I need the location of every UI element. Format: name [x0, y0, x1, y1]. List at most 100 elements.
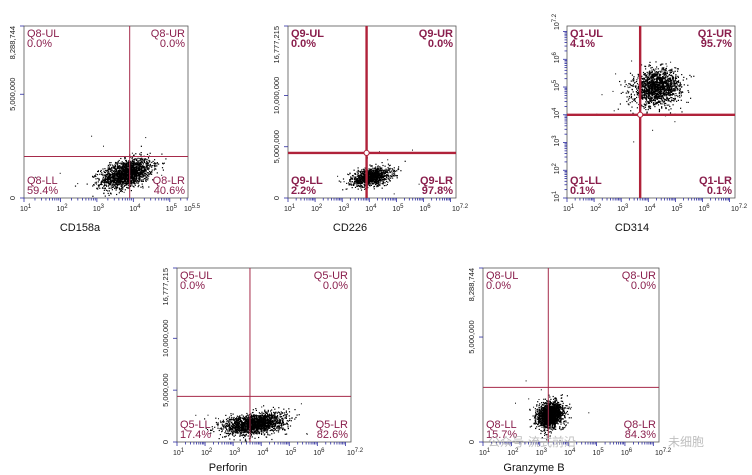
event-dot	[669, 80, 671, 82]
event-dot	[357, 169, 359, 171]
event-dot	[99, 173, 101, 175]
event-dot	[243, 437, 245, 439]
event-dot	[380, 169, 382, 171]
event-dot	[376, 176, 378, 178]
event-dot	[651, 82, 653, 84]
event-dot	[661, 95, 663, 97]
event-dot	[651, 80, 653, 82]
event-dot	[651, 71, 653, 74]
event-dot	[387, 163, 389, 165]
event-dot	[656, 93, 658, 95]
outlier-dot	[627, 87, 629, 89]
event-dot	[663, 75, 665, 77]
event-dot	[652, 90, 654, 92]
event-dot	[148, 169, 150, 171]
event-dot	[656, 77, 658, 79]
event-dot	[110, 168, 113, 170]
event-dot	[103, 170, 105, 172]
event-dot	[108, 173, 110, 175]
event-dot	[665, 95, 667, 97]
event-dot	[146, 159, 148, 161]
event-dot	[658, 87, 660, 89]
event-dot	[658, 108, 660, 111]
event-dot	[381, 187, 383, 189]
event-dot	[107, 190, 109, 192]
event-dot	[655, 92, 658, 94]
event-dot	[108, 177, 110, 179]
event-dot	[650, 91, 652, 94]
event-dot	[370, 178, 373, 180]
event-dot	[656, 81, 658, 83]
event-dot	[389, 164, 391, 166]
event-dot	[92, 175, 94, 177]
event-dot	[671, 81, 673, 83]
event-dot	[645, 101, 647, 103]
event-dot	[645, 91, 647, 93]
event-dot	[675, 85, 677, 87]
event-dot	[140, 179, 142, 181]
event-dot	[107, 168, 109, 170]
event-dot	[374, 181, 376, 183]
event-dot	[133, 158, 136, 160]
event-dot	[358, 175, 360, 177]
event-dot	[142, 176, 144, 178]
outlier-dot	[346, 188, 348, 190]
event-dot	[663, 82, 665, 84]
event-dot	[108, 169, 110, 171]
event-dot	[653, 69, 655, 71]
event-dot	[385, 174, 387, 176]
outlier-dot	[34, 176, 36, 178]
event-dot	[638, 103, 640, 106]
event-dot	[385, 184, 387, 187]
event-dot	[107, 182, 110, 184]
event-dot	[378, 184, 380, 186]
event-dot	[145, 169, 147, 171]
event-dot	[229, 438, 231, 440]
event-dot	[132, 170, 134, 172]
event-dot	[666, 87, 669, 89]
event-dot	[361, 186, 363, 188]
event-dot	[96, 174, 99, 176]
event-dot	[386, 173, 388, 176]
event-dot	[109, 173, 111, 175]
event-dot	[141, 176, 143, 178]
event-dot	[146, 163, 148, 166]
quadrant-ll-percent: 59.4%	[27, 185, 58, 197]
event-dot	[679, 83, 681, 85]
event-dot	[127, 161, 129, 163]
event-dot	[143, 170, 145, 172]
event-dot	[147, 162, 149, 164]
event-dot	[657, 104, 660, 106]
event-dot	[101, 180, 103, 182]
event-dot	[122, 169, 124, 171]
x-tick-label: 107.2	[452, 204, 469, 213]
quadrant-ll-name: Q1-LL	[570, 175, 602, 187]
event-dot	[659, 92, 661, 94]
event-dot	[369, 172, 371, 174]
event-dot	[129, 185, 132, 187]
x-tick-label: 103	[617, 204, 629, 213]
event-dot	[119, 176, 121, 178]
event-dot	[114, 183, 116, 185]
event-dot	[643, 95, 645, 97]
event-dot	[659, 86, 661, 88]
outlier-dot	[642, 95, 644, 97]
event-dot	[154, 164, 156, 166]
event-dot	[358, 182, 360, 184]
event-dot	[679, 89, 681, 91]
event-dot	[663, 80, 665, 83]
event-dot	[116, 173, 119, 176]
event-dot	[383, 172, 385, 175]
outlier-dot	[665, 82, 667, 84]
event-dot	[123, 185, 126, 187]
event-dot	[132, 169, 135, 171]
event-dot	[107, 185, 110, 187]
event-dot	[391, 176, 393, 178]
event-dot	[380, 176, 382, 178]
event-dot	[629, 72, 632, 74]
event-dot	[644, 91, 646, 93]
event-dot	[133, 179, 135, 181]
event-dot	[355, 179, 357, 181]
event-dot	[644, 106, 647, 108]
event-dot	[669, 86, 671, 88]
